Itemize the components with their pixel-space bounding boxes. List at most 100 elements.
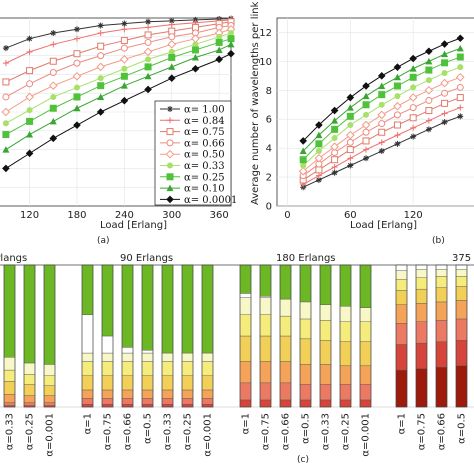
data-point	[168, 17, 175, 24]
bar-segment	[81, 375, 94, 391]
legend-label: α= 0.50	[184, 150, 225, 161]
data-point	[393, 121, 401, 129]
bar-category-label: α=0.66	[281, 413, 292, 450]
data-point	[216, 33, 223, 40]
bar-segment	[319, 364, 332, 385]
bar-outline	[141, 264, 154, 408]
bar-segment	[101, 389, 114, 399]
bar-segment	[101, 361, 114, 376]
data-point	[409, 104, 417, 112]
bar-segment	[141, 264, 154, 351]
bar-segment	[121, 347, 134, 354]
data-point	[331, 156, 339, 164]
data-point	[2, 164, 10, 173]
data-point	[409, 114, 417, 122]
data-point	[361, 120, 371, 130]
legend-marker	[167, 117, 173, 124]
bar-segment	[395, 369, 408, 408]
data-point	[2, 131, 10, 139]
bar-segment	[81, 314, 94, 354]
bar-segment	[141, 361, 154, 376]
bar-segment	[3, 369, 16, 382]
data-point	[441, 69, 448, 76]
panel-a-caption: (a)	[97, 236, 110, 246]
panel-b-xlabel: Load [Erlang]	[350, 220, 417, 231]
data-point	[120, 96, 129, 105]
data-point	[120, 72, 128, 80]
data-point	[73, 121, 81, 129]
bar-segment	[435, 301, 448, 321]
bar-segment	[201, 398, 214, 405]
data-point	[425, 77, 432, 84]
data-point	[425, 96, 433, 104]
legend-label: α= 0.10	[184, 184, 225, 195]
data-point	[441, 99, 449, 107]
data-point	[425, 107, 433, 115]
data-point	[73, 93, 81, 101]
data-point	[145, 24, 152, 31]
bar-segment	[81, 403, 94, 408]
bar-outline	[239, 264, 252, 408]
bar-segment	[101, 375, 114, 391]
bar-segment	[43, 395, 56, 403]
data-point	[25, 149, 34, 158]
bar-outline	[81, 264, 94, 408]
x-tick-label: 60	[344, 210, 357, 221]
bar-segment	[339, 305, 352, 322]
bar-segment	[3, 357, 16, 371]
bar-segment	[395, 304, 408, 324]
data-point	[191, 53, 199, 61]
data-point	[26, 107, 33, 114]
data-point	[26, 117, 34, 125]
panel-a-x-ticks: 120 180 240 300 360	[20, 210, 229, 221]
bar-segment	[43, 264, 56, 365]
data-point	[1, 107, 11, 117]
data-point	[26, 67, 34, 75]
bar-segment	[319, 304, 332, 321]
bar-segment	[319, 384, 332, 401]
data-point	[347, 162, 354, 169]
bar-segment	[201, 264, 214, 354]
bar-segment	[415, 303, 428, 322]
bar-segment	[359, 365, 372, 385]
bar-segment	[81, 398, 94, 405]
data-point	[50, 93, 57, 100]
bar-segment	[339, 384, 352, 401]
bar-segment	[395, 264, 408, 271]
bar-segment	[43, 385, 56, 396]
legend-marker	[166, 184, 174, 192]
data-point	[457, 104, 464, 111]
bar-segment	[201, 352, 214, 362]
bar-segment	[395, 290, 408, 305]
bar-segment	[279, 315, 292, 337]
bar-outline	[359, 264, 372, 408]
bar-segment	[415, 277, 428, 290]
data-point	[167, 74, 176, 82]
bar-segment	[181, 361, 194, 376]
bar-segment	[339, 399, 352, 408]
bar-segment	[121, 264, 134, 348]
data-point	[456, 44, 464, 52]
bar-segment	[359, 384, 372, 401]
data-point	[393, 101, 402, 111]
bar-segment	[359, 321, 372, 342]
bar-segment	[279, 382, 292, 401]
bar-segment	[239, 314, 252, 337]
data-point	[456, 34, 465, 43]
bar-outline	[43, 264, 56, 408]
x-tick-label: 300	[162, 210, 181, 221]
data-point	[96, 108, 105, 116]
data-point	[456, 94, 464, 102]
data-point	[2, 120, 9, 127]
panel-c-caption: (c)	[297, 455, 309, 465]
bar-category-label: α=1	[397, 413, 408, 434]
data-point	[215, 46, 223, 53]
data-point	[409, 73, 417, 81]
data-point	[227, 40, 235, 48]
bar-segment	[43, 364, 56, 376]
data-point	[378, 101, 385, 108]
data-point	[26, 131, 34, 138]
bar-segment	[319, 264, 332, 305]
bar-segment	[259, 399, 272, 408]
legend-label: α= 0.0001	[184, 195, 237, 206]
